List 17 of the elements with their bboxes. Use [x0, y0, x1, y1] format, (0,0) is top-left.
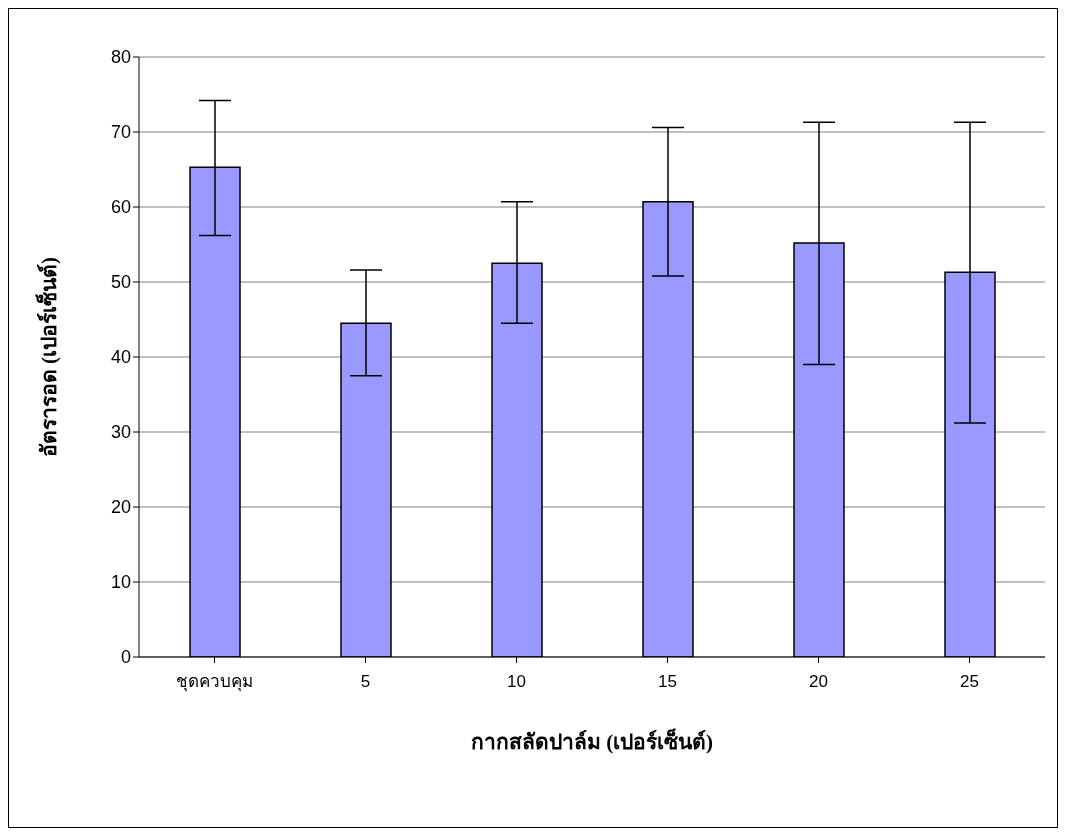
x-tick-label: 15 [658, 672, 677, 692]
y-tick-label: 40 [110, 347, 131, 368]
y-tick-label: 30 [110, 422, 131, 443]
x-tick-label: 10 [507, 672, 526, 692]
y-tick-label: 50 [110, 272, 131, 293]
y-tick-label: 80 [110, 47, 131, 68]
y-tick-label: 70 [110, 122, 131, 143]
y-tick-label: 10 [110, 572, 131, 593]
y-axis-title: อัตรารอด (เปอร์เซ็นต์) [35, 256, 62, 458]
x-tick-label: 20 [809, 672, 828, 692]
x-axis-title: กากสลัดปาล์ม (เปอร์เซ็นต์) [470, 728, 714, 754]
x-tick-label: 5 [360, 672, 371, 692]
x-tick-label: 25 [960, 672, 979, 692]
y-tick-label: 60 [110, 197, 131, 218]
y-tick-label: 0 [120, 647, 131, 668]
x-tick-label: ชุดควบคุม [176, 672, 253, 693]
y-tick-label: 20 [110, 497, 131, 518]
